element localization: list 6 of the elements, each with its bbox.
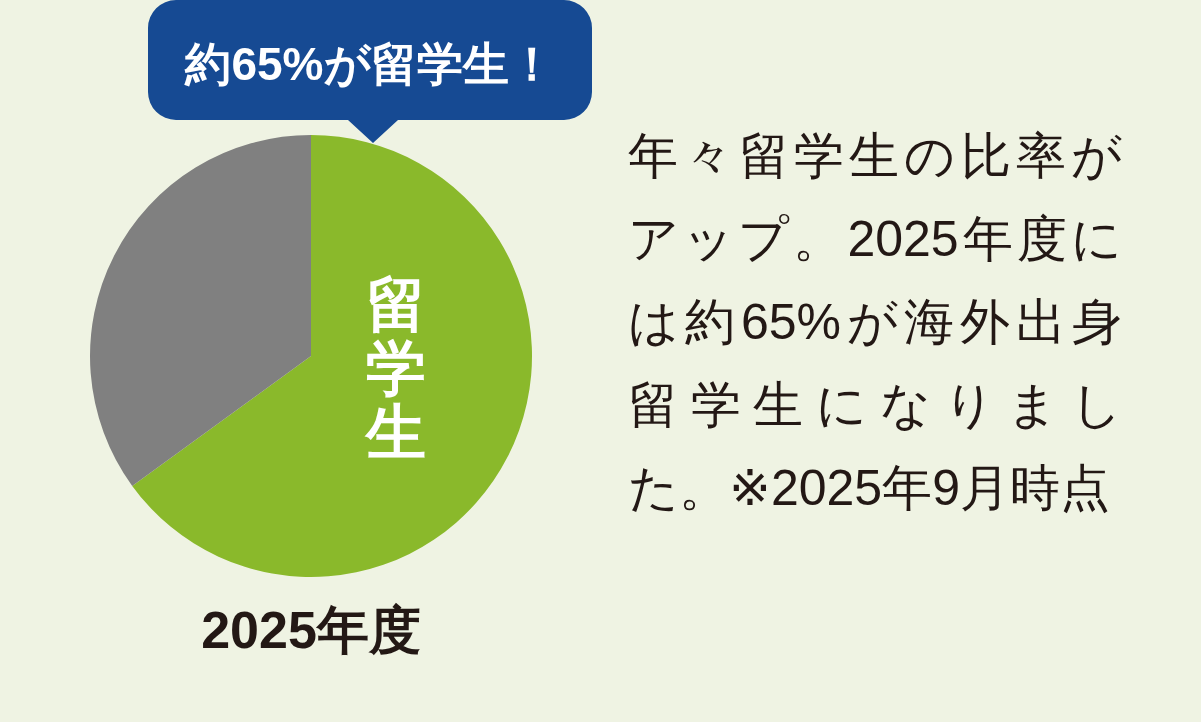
pie-slice <box>132 135 532 577</box>
text: 約65%が留学生！ <box>184 38 555 90</box>
text: 2025年度 <box>201 601 421 659</box>
text: 年々留学生の比率がアップ。2025年度には約65%が海外出身留学生になりました。※2025年9月時点 <box>628 127 1122 518</box>
slice-label: 留学生 <box>363 271 426 467</box>
pie-slice <box>90 135 311 486</box>
